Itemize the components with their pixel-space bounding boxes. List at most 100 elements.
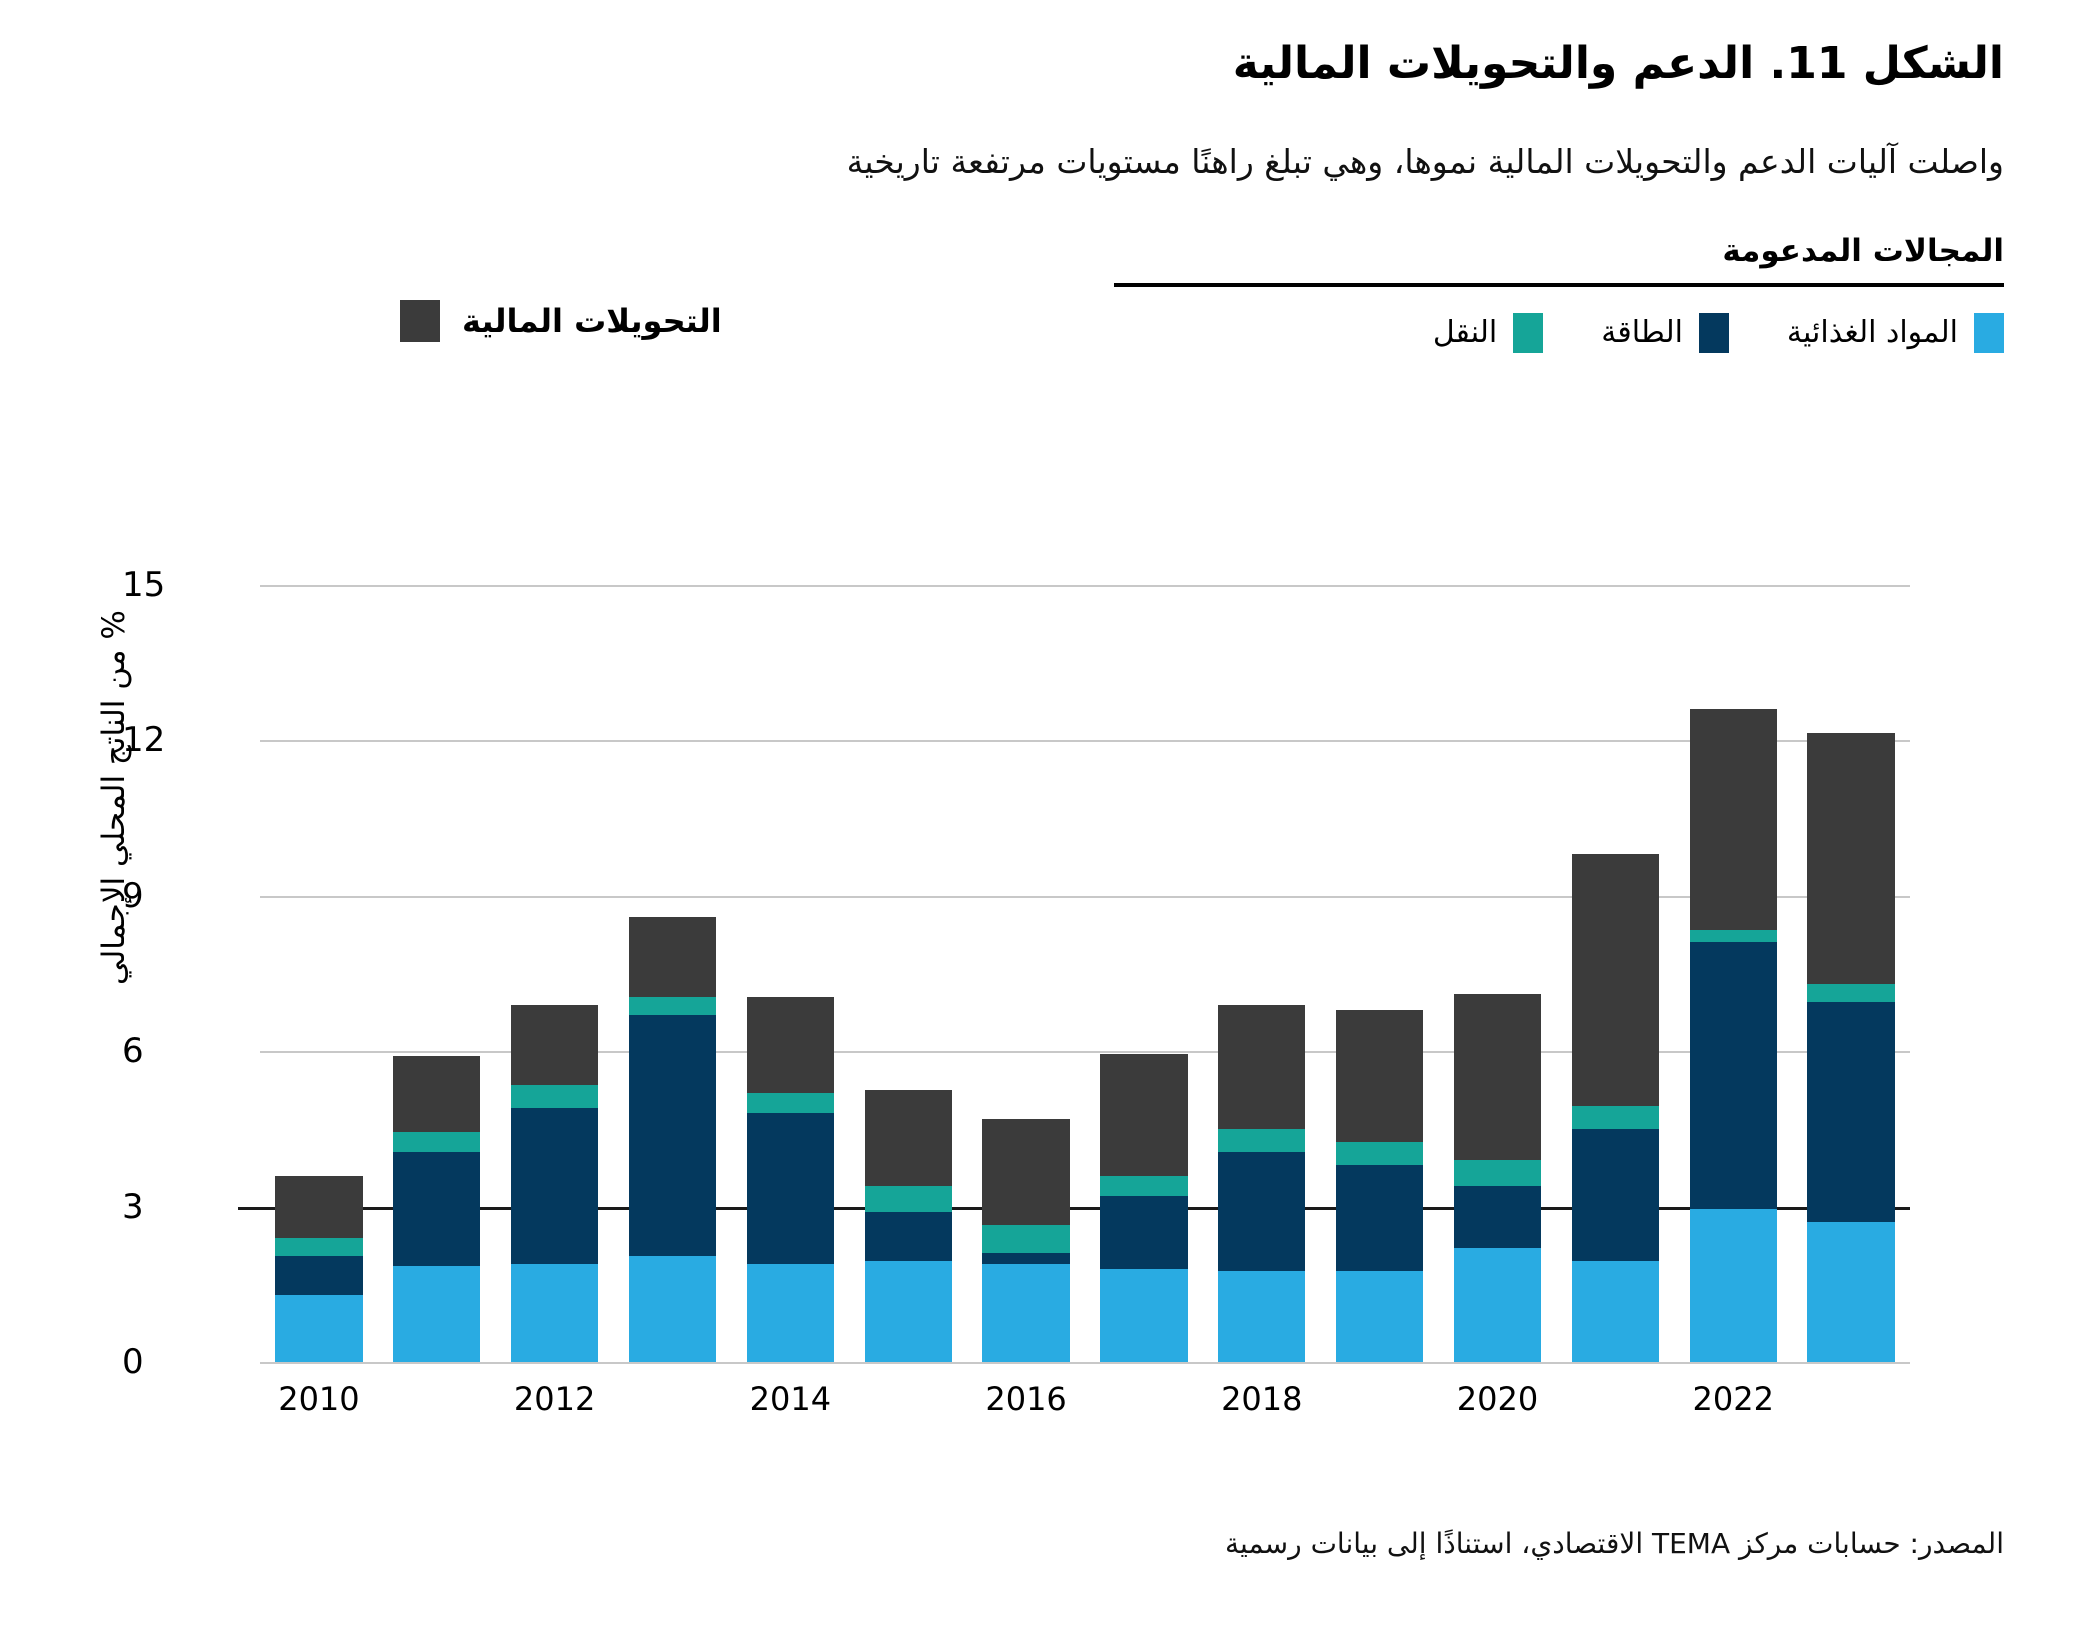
bar-stack-2017 — [1100, 1053, 1188, 1362]
plot-area: 0 3 6 9 12 15 2010 2012 2014 2016 2018 2020 2022 — [122, 565, 1910, 1418]
bar-group-2021[interactable] — [1571, 585, 1659, 1362]
bar-stack-2010 — [275, 1175, 363, 1362]
bar-segment-2018-1 — [1218, 1152, 1306, 1272]
bar-segment-2023-1 — [1807, 1002, 1895, 1223]
legend-divider — [1114, 282, 2004, 287]
bar-segment-2017-1 — [1100, 1196, 1188, 1269]
bar-group-2018[interactable] — [1218, 585, 1306, 1362]
bar-segment-2022-1 — [1689, 942, 1777, 1210]
bar-segment-2017-0 — [1100, 1268, 1188, 1362]
gridline-9 — [260, 895, 1910, 898]
figure-subtitle: واصلت آليات الدعم والتحويلات المالية نمو… — [846, 142, 2004, 181]
gridline-12 — [260, 740, 1910, 743]
x-tick-label-2012: 2012 — [513, 1380, 596, 1418]
bar-stack-2016 — [982, 1118, 1070, 1362]
bar-stack-2023 — [1807, 732, 1895, 1362]
figure-source: المصدر: حسابات مركز TEMA الاقتصادي، استن… — [1225, 1527, 2004, 1560]
bar-segment-2018-2 — [1218, 1128, 1306, 1153]
bar-segment-2017-3 — [1100, 1053, 1188, 1176]
x-tick-label-2010: 2010 — [278, 1380, 360, 1418]
legend-swatch-energy-icon — [1698, 312, 1729, 353]
bar-segment-2014-3 — [746, 996, 834, 1093]
legend-item-transport[interactable]: النقل — [1432, 312, 1544, 353]
bar-segment-2012-1 — [511, 1108, 599, 1264]
bar-group-2012[interactable] — [511, 585, 599, 1362]
bar-segment-2013-3 — [628, 916, 717, 997]
bar-segment-2020-1 — [1453, 1185, 1542, 1249]
legend-item-transfers[interactable]: التحويلات المالية — [400, 300, 722, 342]
bar-stack-2014 — [746, 996, 834, 1362]
bar-stack-2013 — [628, 916, 717, 1362]
bar-group-2022[interactable] — [1689, 585, 1777, 1362]
bar-segment-2012-3 — [511, 1004, 599, 1085]
bar-stack-2018 — [1218, 1004, 1306, 1362]
bar-segment-2022-2 — [1689, 929, 1777, 943]
bar-segment-2013-0 — [628, 1255, 717, 1362]
gridline-3 — [238, 1206, 1910, 1210]
bar-segment-2013-1 — [628, 1014, 717, 1256]
bars-layer — [260, 585, 1910, 1362]
bar-segment-2016-3 — [982, 1118, 1070, 1225]
bar-segment-2015-0 — [864, 1261, 952, 1362]
x-tick-label-2014: 2014 — [749, 1380, 832, 1418]
legend-swatch-transport-icon — [1513, 312, 1544, 353]
bar-group-2016[interactable] — [982, 585, 1070, 1362]
bar-segment-2023-0 — [1807, 1222, 1895, 1362]
bar-segment-2021-1 — [1571, 1128, 1659, 1261]
x-tick-label-2016: 2016 — [985, 1380, 1067, 1418]
bar-segment-2021-2 — [1571, 1105, 1659, 1129]
bar-segment-2018-3 — [1218, 1004, 1306, 1129]
y-tick-label-0: 0 — [122, 1342, 144, 1382]
bar-segment-2011-2 — [393, 1131, 481, 1153]
bar-segment-2013-2 — [628, 996, 717, 1015]
legend-label-transfers: التحويلات المالية — [462, 302, 722, 340]
bar-segment-2016-2 — [982, 1224, 1070, 1254]
bar-segment-2014-2 — [746, 1092, 834, 1114]
bar-segment-2010-3 — [275, 1175, 363, 1238]
legend-swatch-food-icon — [1974, 312, 2004, 353]
y-tick-label-15: 15 — [122, 565, 166, 605]
bar-group-2020[interactable] — [1453, 585, 1542, 1362]
bar-segment-2011-1 — [393, 1152, 481, 1267]
bar-segment-2019-1 — [1336, 1165, 1424, 1272]
bar-segment-2010-2 — [275, 1237, 363, 1256]
bar-segment-2015-3 — [864, 1090, 952, 1186]
bar-segment-2011-3 — [393, 1056, 481, 1132]
x-tick-label-2020: 2020 — [1456, 1380, 1539, 1418]
bar-segment-2018-0 — [1218, 1271, 1306, 1362]
bar-segment-2022-3 — [1689, 709, 1777, 930]
bar-segment-2012-2 — [511, 1084, 599, 1109]
bar-stack-2021 — [1571, 854, 1659, 1362]
bar-stack-2019 — [1336, 1009, 1424, 1362]
y-tick-label-6: 6 — [122, 1031, 144, 1072]
bar-segment-2015-2 — [864, 1185, 952, 1212]
bar-segment-2020-3 — [1453, 994, 1542, 1160]
bar-stack-2020 — [1453, 994, 1542, 1362]
legend-item-food[interactable]: المواد الغذائية — [1787, 312, 2004, 353]
bar-segment-2010-0 — [275, 1294, 363, 1362]
bar-group-2019[interactable] — [1336, 585, 1424, 1362]
y-axis-title: % من الناتج المحلي الإجمالي — [96, 610, 132, 985]
bar-segment-2019-3 — [1336, 1009, 1424, 1142]
legend-item-energy[interactable]: الطاقة — [1601, 312, 1729, 353]
bar-segment-2023-3 — [1807, 732, 1895, 984]
bar-group-2010[interactable] — [275, 585, 363, 1362]
bar-segment-2020-2 — [1453, 1160, 1542, 1186]
gridline-0 — [260, 1362, 1910, 1364]
legend-label-transport: النقل — [1432, 315, 1498, 351]
bar-group-2023[interactable] — [1807, 585, 1895, 1362]
gridline-15 — [260, 585, 1910, 587]
legend-supported-areas: المجالات المدعومة المواد الغذائية الطاقة… — [1114, 232, 2004, 353]
bar-group-2015[interactable] — [864, 585, 952, 1362]
bar-group-2013[interactable] — [628, 585, 717, 1362]
bar-segment-2019-2 — [1336, 1141, 1424, 1166]
x-tick-label-2022: 2022 — [1692, 1380, 1774, 1418]
bar-group-2017[interactable] — [1100, 585, 1188, 1362]
bar-segment-2017-2 — [1100, 1175, 1188, 1197]
bar-segment-2021-0 — [1571, 1261, 1659, 1362]
bar-group-2014[interactable] — [746, 585, 834, 1362]
bar-segment-2016-1 — [982, 1253, 1070, 1264]
bar-segment-2010-1 — [275, 1255, 363, 1295]
bar-segment-2020-0 — [1453, 1248, 1542, 1362]
bar-group-2011[interactable] — [393, 585, 481, 1362]
